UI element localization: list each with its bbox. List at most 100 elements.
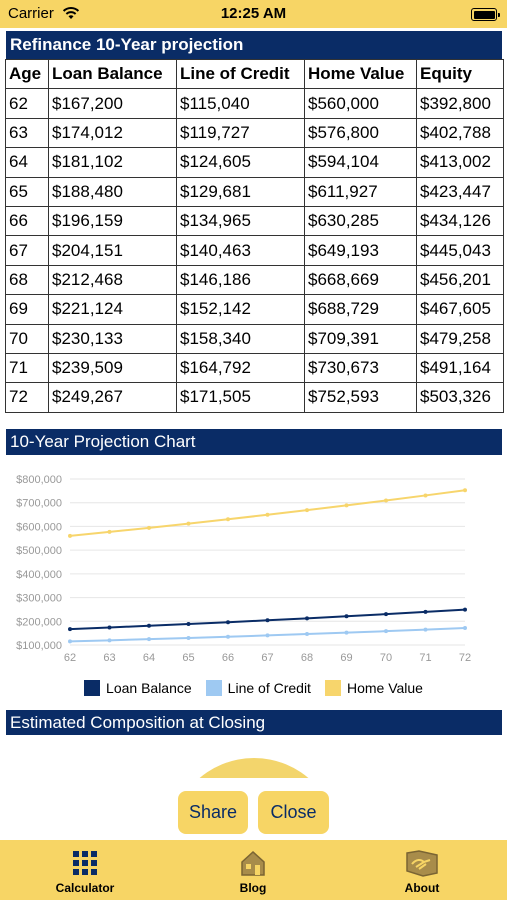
cell-age: 71 bbox=[5, 352, 49, 384]
table-header-row: Age Loan Balance Line of Credit Home Val… bbox=[5, 58, 504, 90]
x-tick-label: 62 bbox=[64, 652, 76, 664]
cell-home-value: $709,391 bbox=[304, 323, 417, 354]
handshake-icon bbox=[406, 850, 438, 877]
data-point bbox=[344, 630, 349, 635]
data-point bbox=[344, 614, 349, 619]
x-tick-label: 70 bbox=[380, 652, 392, 664]
chart-title: 10-Year Projection Chart bbox=[6, 429, 502, 455]
data-point bbox=[226, 620, 230, 625]
cell-equity: $467,605 bbox=[416, 294, 504, 325]
y-tick-label: $800,000 bbox=[16, 474, 62, 486]
cell-line-of-credit: $119,727 bbox=[176, 117, 305, 149]
legend-swatch bbox=[84, 680, 101, 696]
cell-line-of-credit: $152,142 bbox=[176, 294, 305, 325]
house-icon bbox=[241, 850, 265, 876]
cell-line-of-credit: $140,463 bbox=[176, 235, 305, 266]
cell-loan-balance: $239,509 bbox=[48, 352, 177, 384]
data-point bbox=[384, 498, 388, 503]
carrier-label: Carrier bbox=[8, 5, 54, 22]
projection-line-chart: $100,000 $200,000 $300,000 $400,000 $500,000… bbox=[16, 474, 471, 664]
cell-age: 67 bbox=[5, 235, 49, 266]
legend-item: Loan Balance bbox=[84, 680, 192, 696]
y-tick-label: $300,000 bbox=[16, 593, 62, 605]
cell-equity: $445,043 bbox=[416, 235, 504, 266]
data-point bbox=[463, 626, 467, 631]
cell-age: 72 bbox=[5, 382, 49, 413]
table-title-text: Refinance 10-Year projection bbox=[10, 35, 244, 54]
data-point bbox=[423, 493, 428, 498]
table-row: 64 $181,102 $124,605 $594,104 $413,002 bbox=[5, 147, 504, 178]
legend-label: Home Value bbox=[346, 680, 423, 696]
status-time: 12:25 AM bbox=[220, 5, 287, 22]
x-tick-label: 63 bbox=[103, 652, 115, 664]
chart-title-text: 10-Year Projection Chart bbox=[10, 432, 196, 451]
table-row: 62 $167,200 $115,040 $560,000 $392,800 bbox=[5, 88, 504, 119]
cell-age: 70 bbox=[5, 323, 49, 354]
cell-equity: $434,126 bbox=[416, 205, 504, 237]
cell-loan-balance: $167,200 bbox=[48, 88, 177, 119]
cell-line-of-credit: $158,340 bbox=[176, 323, 305, 354]
legend-swatch bbox=[205, 680, 222, 696]
x-tick-label: 69 bbox=[340, 652, 352, 664]
cell-loan-balance: $188,480 bbox=[48, 176, 177, 207]
data-point bbox=[107, 625, 112, 630]
cell-home-value: $576,800 bbox=[304, 117, 417, 149]
tab-blog-label: Blog bbox=[239, 881, 267, 895]
table-row: 63 $174,012 $119,727 $576,800 $402,788 bbox=[5, 117, 504, 149]
cell-loan-balance: $174,012 bbox=[48, 117, 177, 149]
cell-equity: $413,002 bbox=[416, 147, 504, 178]
data-point bbox=[265, 633, 270, 638]
cell-loan-balance: $181,102 bbox=[48, 147, 177, 178]
y-tick-label: $700,000 bbox=[16, 498, 62, 510]
cell-equity: $503,326 bbox=[416, 382, 504, 413]
cell-age: 68 bbox=[5, 264, 49, 296]
tab-calculator[interactable]: Calculator bbox=[25, 840, 145, 900]
cell-home-value: $730,673 bbox=[304, 352, 417, 384]
data-point bbox=[463, 607, 467, 612]
data-point bbox=[305, 616, 309, 621]
cell-age: 66 bbox=[5, 205, 49, 237]
legend-label: Loan Balance bbox=[106, 680, 192, 696]
chart-legend: Loan Balance Line of Credit Home Value bbox=[0, 680, 507, 696]
data-point bbox=[226, 517, 230, 522]
data-point bbox=[68, 627, 72, 632]
data-point bbox=[68, 533, 72, 538]
legend-label: Line of Credit bbox=[227, 680, 311, 696]
data-point bbox=[147, 525, 151, 530]
cell-home-value: $560,000 bbox=[304, 88, 417, 119]
data-point bbox=[107, 638, 112, 643]
legend-swatch bbox=[324, 680, 341, 696]
legend-item: Line of Credit bbox=[205, 680, 311, 696]
composition-title-text: Estimated Composition at Closing bbox=[10, 712, 266, 732]
tab-blog[interactable]: Blog bbox=[193, 840, 313, 900]
data-point bbox=[265, 512, 270, 517]
cell-age: 69 bbox=[5, 294, 49, 325]
table-row: 67 $204,151 $140,463 $649,193 $445,043 bbox=[5, 235, 504, 266]
tab-about[interactable]: About bbox=[362, 840, 482, 900]
y-tick-label: $400,000 bbox=[16, 569, 62, 581]
cell-line-of-credit: $124,605 bbox=[176, 147, 305, 178]
x-tick-label: 68 bbox=[301, 652, 313, 664]
data-point bbox=[68, 639, 72, 644]
data-point bbox=[147, 623, 151, 628]
cell-line-of-credit: $146,186 bbox=[176, 264, 305, 296]
cell-line-of-credit: $134,965 bbox=[176, 205, 305, 237]
col-header-home-value: Home Value bbox=[304, 58, 417, 90]
data-point bbox=[344, 503, 349, 508]
x-tick-label: 64 bbox=[143, 652, 155, 664]
table-title: Refinance 10-Year projection bbox=[6, 31, 502, 59]
share-button[interactable]: Share bbox=[178, 791, 248, 834]
cell-equity: $392,800 bbox=[416, 88, 504, 119]
home-value-arc bbox=[170, 758, 338, 778]
table-row: 66 $196,159 $134,965 $630,285 $434,126 bbox=[5, 205, 504, 237]
cell-line-of-credit: $164,792 bbox=[176, 352, 305, 384]
wifi-icon bbox=[62, 7, 80, 19]
status-bar: Carrier 12:25 AM bbox=[0, 0, 507, 28]
table-row: 68 $212,468 $146,186 $668,669 $456,201 bbox=[5, 264, 504, 296]
cell-home-value: $649,193 bbox=[304, 235, 417, 266]
composition-title: Estimated Composition at Closing bbox=[6, 710, 502, 735]
close-button[interactable]: Close bbox=[258, 791, 329, 834]
table-row: 70 $230,133 $158,340 $709,391 $479,258 bbox=[5, 323, 504, 354]
cell-loan-balance: $249,267 bbox=[48, 382, 177, 413]
table-row: 69 $221,124 $152,142 $688,729 $467,605 bbox=[5, 294, 504, 325]
